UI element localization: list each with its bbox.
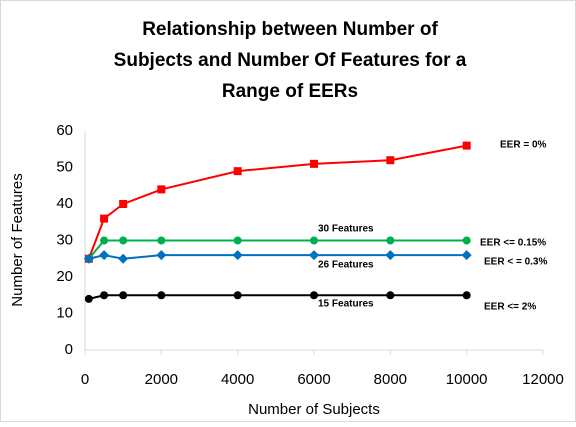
data-point bbox=[310, 291, 318, 300]
x-tick-label: 12000 bbox=[522, 371, 564, 388]
x-tick-label: 4000 bbox=[221, 371, 254, 388]
data-point bbox=[310, 236, 318, 245]
y-axis-label: Number of Features bbox=[9, 173, 26, 306]
data-point bbox=[461, 250, 472, 261]
data-point bbox=[309, 250, 319, 261]
y-tick-label: 10 bbox=[56, 304, 73, 321]
data-point bbox=[119, 236, 128, 245]
data-point bbox=[100, 214, 109, 223]
data-point bbox=[310, 159, 318, 168]
y-tick-label: 0 bbox=[65, 341, 73, 358]
data-point bbox=[462, 236, 471, 245]
annotation: 30 Features bbox=[318, 224, 374, 235]
annotation: 26 Features bbox=[318, 260, 374, 271]
chart-title: Relationship between Number of bbox=[142, 19, 438, 40]
chart-title: Range of EERs bbox=[222, 81, 358, 102]
y-tick-label: 60 bbox=[56, 122, 73, 139]
data-point bbox=[99, 250, 110, 261]
y-tick-label: 20 bbox=[56, 268, 73, 285]
annotation: 15 Features bbox=[318, 299, 374, 310]
x-tick-label: 6000 bbox=[297, 371, 330, 388]
data-point bbox=[119, 291, 128, 300]
data-point bbox=[233, 167, 242, 176]
series-label: EER <= 2% bbox=[484, 302, 536, 313]
chart-title: Subjects and Number Of Features for a bbox=[114, 50, 467, 71]
data-point bbox=[157, 185, 166, 194]
data-point bbox=[233, 236, 242, 245]
data-point bbox=[232, 250, 243, 261]
data-point bbox=[100, 291, 109, 300]
y-tick-label: 50 bbox=[56, 158, 73, 175]
y-tick-label: 40 bbox=[56, 195, 73, 212]
data-point bbox=[386, 236, 395, 245]
data-point bbox=[119, 200, 128, 208]
data-point bbox=[83, 253, 94, 264]
data-point bbox=[462, 291, 471, 300]
y-tick-label: 30 bbox=[56, 231, 73, 248]
series-label: EER <= 0.15% bbox=[480, 238, 546, 249]
x-tick-label: 0 bbox=[81, 371, 89, 388]
x-tick-label: 2000 bbox=[145, 371, 178, 388]
data-point bbox=[386, 156, 395, 165]
x-tick-label: 10000 bbox=[446, 371, 488, 388]
series-label: EER = 0% bbox=[500, 140, 547, 151]
data-point bbox=[385, 250, 396, 261]
data-point bbox=[233, 291, 242, 300]
data-point bbox=[100, 236, 109, 245]
data-point bbox=[157, 236, 166, 245]
data-point bbox=[157, 291, 166, 300]
series-label: EER < = 0.3% bbox=[484, 257, 547, 268]
x-axis-label: Number of Subjects bbox=[248, 401, 380, 418]
data-point bbox=[84, 294, 93, 303]
data-point bbox=[118, 253, 129, 264]
data-point bbox=[462, 141, 471, 150]
data-point bbox=[156, 250, 167, 261]
data-point bbox=[386, 291, 395, 300]
x-tick-label: 8000 bbox=[374, 371, 407, 388]
